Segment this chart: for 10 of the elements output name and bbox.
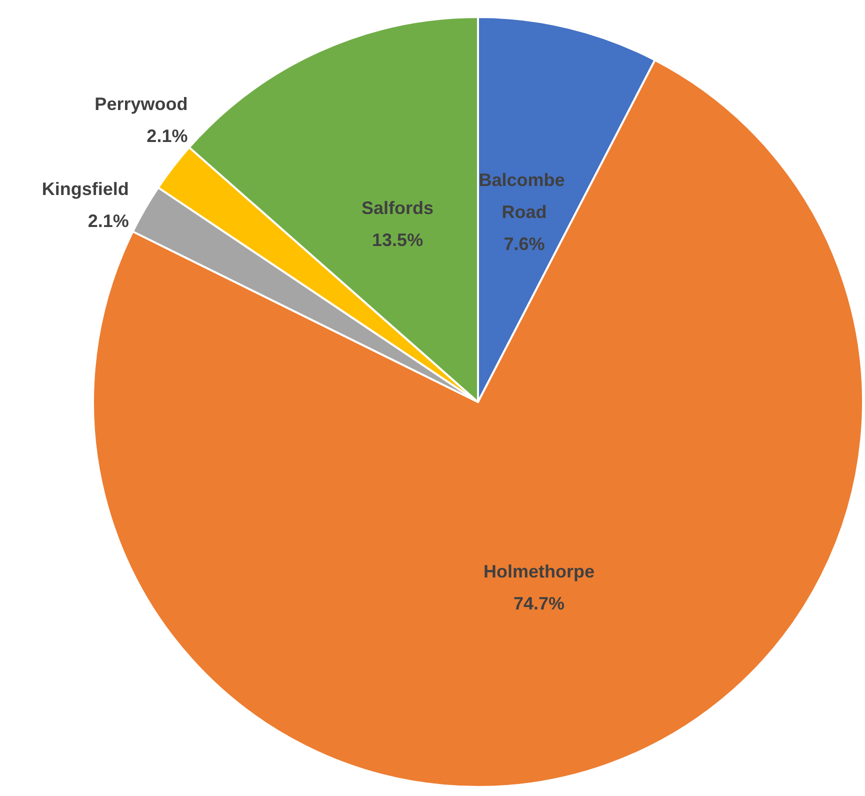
- data-label: 74.7%: [513, 594, 565, 614]
- data-label: 2.1%: [146, 126, 188, 146]
- slice-label: Balcombe Road: [478, 170, 570, 222]
- slice-label: Holmethorpe: [483, 562, 595, 582]
- slice-label: Perrywood: [94, 94, 188, 114]
- slice-label: Kingsfield: [42, 179, 129, 200]
- data-label: 13.5%: [372, 230, 424, 250]
- slice-label: Salfords: [362, 198, 434, 218]
- data-label: 2.1%: [88, 211, 129, 232]
- data-label: 7.6%: [504, 234, 545, 254]
